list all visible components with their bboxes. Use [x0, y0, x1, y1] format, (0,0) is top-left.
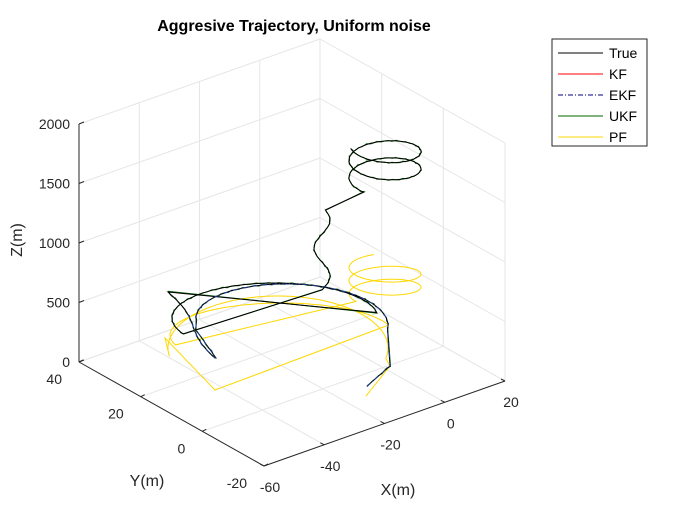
legend: True KF EKF UKF PF	[551, 38, 648, 147]
chart-title: Aggresive Trajectory, Uniform noise	[157, 18, 431, 35]
grid-line-floor-x	[199, 319, 385, 424]
trajectories	[164, 139, 423, 397]
z-tick-mark	[78, 181, 85, 184]
z-tick-mark	[78, 300, 85, 303]
legend-label-ekf: EKF	[609, 87, 636, 103]
z-tick-mark	[78, 359, 85, 363]
legend-label-pf: PF	[609, 129, 627, 145]
y-tick-label: 40	[46, 371, 62, 387]
series-true-line	[166, 140, 422, 387]
x-tick-label: 20	[503, 394, 519, 410]
z-axis-label: Z(m)	[9, 223, 26, 257]
grid-line-floor-y	[140, 311, 382, 398]
axes	[78, 121, 506, 467]
z-tick-label: 0	[62, 354, 70, 370]
legend-label-kf: KF	[609, 66, 627, 82]
x-tick-mark	[440, 399, 446, 403]
grid-line-floor-x	[139, 340, 325, 446]
z-tick-label: 2000	[39, 116, 70, 132]
y-tick-label: 20	[108, 406, 124, 422]
y-tick-mark	[202, 428, 207, 432]
legend-box	[551, 38, 648, 147]
grid-line-floor-x	[259, 297, 446, 403]
z-tick-label: 1500	[39, 176, 70, 192]
z-tick-mark	[78, 240, 85, 244]
y-tick-label: -20	[227, 475, 247, 491]
y-tick-mark	[263, 463, 269, 467]
x-tick-mark	[259, 463, 265, 467]
grid-line-back-z	[78, 276, 321, 363]
grid-line-side-z	[319, 157, 506, 263]
z-tick-label: 500	[47, 295, 71, 311]
grid-line-back-z	[78, 38, 321, 125]
x-tick-mark	[500, 378, 506, 382]
grid-line-side-z	[319, 38, 506, 144]
z-tick-mark	[78, 121, 85, 125]
series-pf-line	[164, 254, 422, 397]
y-tick-label: 0	[178, 440, 186, 456]
grid-line-side-z	[319, 217, 506, 322]
x-tick-label: 0	[447, 415, 455, 431]
y-axis-label: Y(m)	[130, 473, 165, 490]
x-tick-mark	[380, 421, 385, 424]
grid-line-back-z	[78, 157, 321, 244]
grid-line-side-z	[319, 98, 506, 203]
y-axis-line	[78, 361, 265, 467]
grid-line-back-z	[78, 217, 321, 303]
x-tick-mark	[320, 442, 325, 446]
grid-line-floor-y	[202, 345, 444, 432]
x-axis-label: X(m)	[381, 482, 416, 499]
grid-line-back-z	[78, 98, 321, 184]
legend-label-ukf: UKF	[609, 108, 637, 124]
x-tick-label: -40	[320, 458, 340, 474]
y-tick-mark	[140, 394, 145, 398]
legend-label-true: True	[609, 45, 637, 61]
x-tick-label: -60	[260, 479, 280, 495]
z-tick-label: 1000	[39, 235, 70, 251]
x-tick-label: -20	[380, 437, 400, 453]
